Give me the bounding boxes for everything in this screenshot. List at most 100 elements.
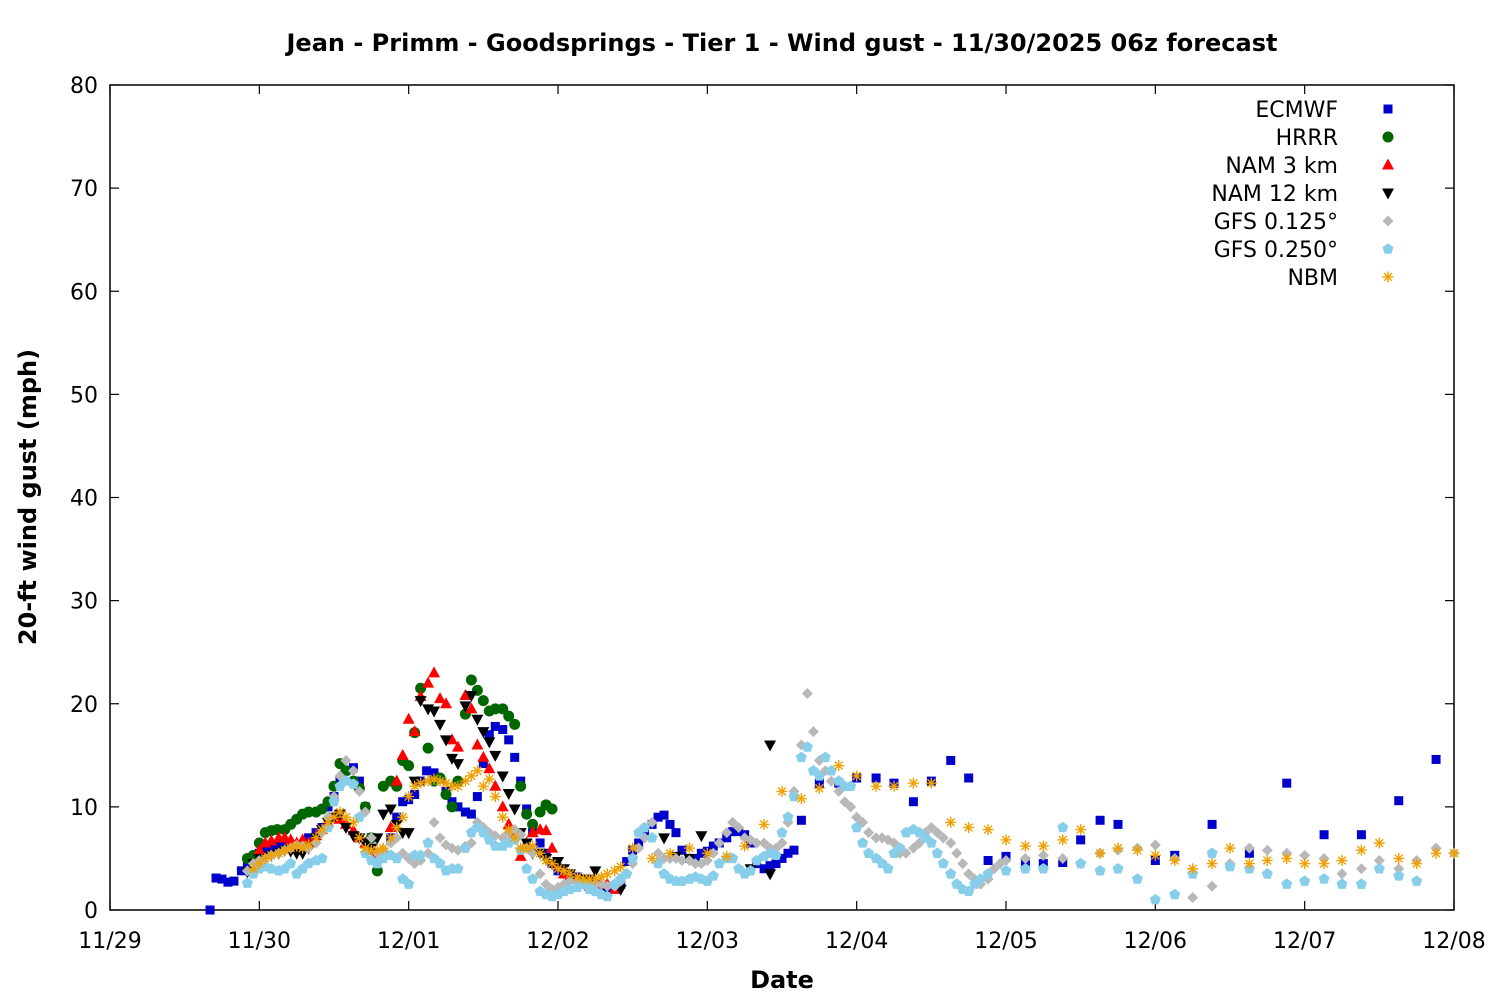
x-axis: 11/29 11/30 12/01 12/02 12/03 12/04 12/05 12/06… bbox=[78, 85, 1486, 954]
x-tick-label: 11/29 bbox=[78, 929, 141, 954]
data-point bbox=[322, 816, 334, 828]
data-point bbox=[392, 812, 402, 822]
data-point bbox=[440, 697, 452, 709]
data-point bbox=[347, 765, 359, 777]
data-point bbox=[1094, 865, 1106, 876]
data-point bbox=[527, 840, 539, 852]
data-point bbox=[1187, 892, 1199, 904]
data-point bbox=[265, 849, 277, 861]
data-point bbox=[316, 852, 328, 864]
x-tick-label: 11/30 bbox=[228, 929, 291, 954]
data-point bbox=[459, 701, 472, 713]
y-tick-label: 30 bbox=[70, 590, 98, 615]
data-point bbox=[639, 821, 651, 833]
legend-marker bbox=[1382, 271, 1394, 283]
data-point bbox=[825, 775, 837, 787]
y-axis: 0 10 20 30 40 50 60 70 80 bbox=[70, 74, 1454, 924]
data-point bbox=[664, 847, 676, 859]
data-point bbox=[652, 857, 664, 869]
data-point bbox=[241, 877, 253, 888]
x-tick-label: 12/03 bbox=[676, 929, 739, 954]
data-point bbox=[354, 776, 364, 786]
data-point bbox=[223, 877, 233, 887]
data-point bbox=[1282, 778, 1292, 788]
data-point bbox=[683, 842, 695, 854]
legend-label: NBM bbox=[1287, 266, 1338, 291]
data-point bbox=[484, 730, 494, 740]
data-point bbox=[477, 826, 489, 838]
data-point bbox=[340, 754, 352, 766]
data-point bbox=[434, 857, 446, 869]
data-point bbox=[845, 801, 857, 813]
data-point bbox=[758, 818, 770, 830]
data-point bbox=[546, 803, 558, 815]
data-point bbox=[415, 777, 427, 789]
data-point bbox=[489, 750, 502, 762]
data-point bbox=[1094, 847, 1106, 859]
legend-label: ECMWF bbox=[1255, 98, 1338, 123]
data-point bbox=[713, 837, 725, 849]
x-tick-label: 12/06 bbox=[1124, 929, 1187, 954]
data-point bbox=[1207, 819, 1217, 829]
data-point bbox=[1355, 844, 1367, 856]
data-point bbox=[540, 878, 552, 890]
data-point bbox=[1411, 875, 1423, 886]
data-point bbox=[1149, 893, 1161, 905]
data-point bbox=[1075, 857, 1087, 869]
data-point bbox=[951, 847, 963, 859]
data-point bbox=[205, 905, 215, 915]
data-point bbox=[1431, 754, 1441, 764]
data-point bbox=[609, 865, 621, 877]
data-point bbox=[526, 826, 539, 838]
data-point bbox=[477, 727, 490, 739]
data-point bbox=[937, 832, 949, 844]
data-point bbox=[403, 878, 415, 889]
data-point bbox=[265, 834, 278, 846]
data-point bbox=[1243, 858, 1255, 870]
data-point bbox=[217, 874, 227, 884]
data-point bbox=[402, 828, 415, 840]
data-point bbox=[696, 848, 706, 858]
data-point bbox=[316, 803, 328, 815]
data-point bbox=[465, 674, 477, 686]
data-point bbox=[515, 780, 527, 792]
data-point bbox=[477, 695, 489, 707]
data-point bbox=[339, 823, 352, 834]
data-point bbox=[546, 858, 558, 870]
data-point bbox=[280, 838, 290, 848]
data-point bbox=[353, 832, 365, 844]
data-point bbox=[403, 791, 415, 803]
data-point bbox=[451, 759, 464, 771]
data-point bbox=[472, 792, 482, 802]
legend-marker bbox=[1382, 131, 1394, 143]
data-point bbox=[627, 842, 639, 854]
data-point bbox=[534, 806, 546, 818]
data-point bbox=[514, 849, 527, 861]
data-point bbox=[1373, 862, 1385, 874]
data-point bbox=[414, 696, 427, 708]
data-point bbox=[975, 873, 987, 884]
data-point bbox=[1019, 840, 1031, 852]
data-point bbox=[465, 770, 477, 782]
x-tick-label: 12/01 bbox=[377, 929, 440, 954]
data-point bbox=[945, 837, 957, 849]
data-point bbox=[701, 847, 713, 859]
data-point bbox=[478, 759, 488, 769]
data-point bbox=[807, 726, 819, 738]
data-point bbox=[795, 751, 807, 763]
data-point bbox=[428, 666, 441, 678]
data-point bbox=[552, 863, 564, 875]
data-point bbox=[211, 873, 221, 883]
data-point bbox=[1076, 835, 1086, 845]
data-point bbox=[713, 857, 725, 869]
data-point bbox=[765, 861, 775, 871]
data-point bbox=[266, 843, 276, 853]
data-point bbox=[1356, 830, 1366, 840]
data-point bbox=[1394, 796, 1404, 806]
data-point bbox=[1000, 855, 1012, 866]
data-point bbox=[260, 845, 270, 855]
data-point bbox=[733, 822, 745, 833]
data-point bbox=[434, 832, 446, 844]
data-point bbox=[477, 780, 489, 792]
